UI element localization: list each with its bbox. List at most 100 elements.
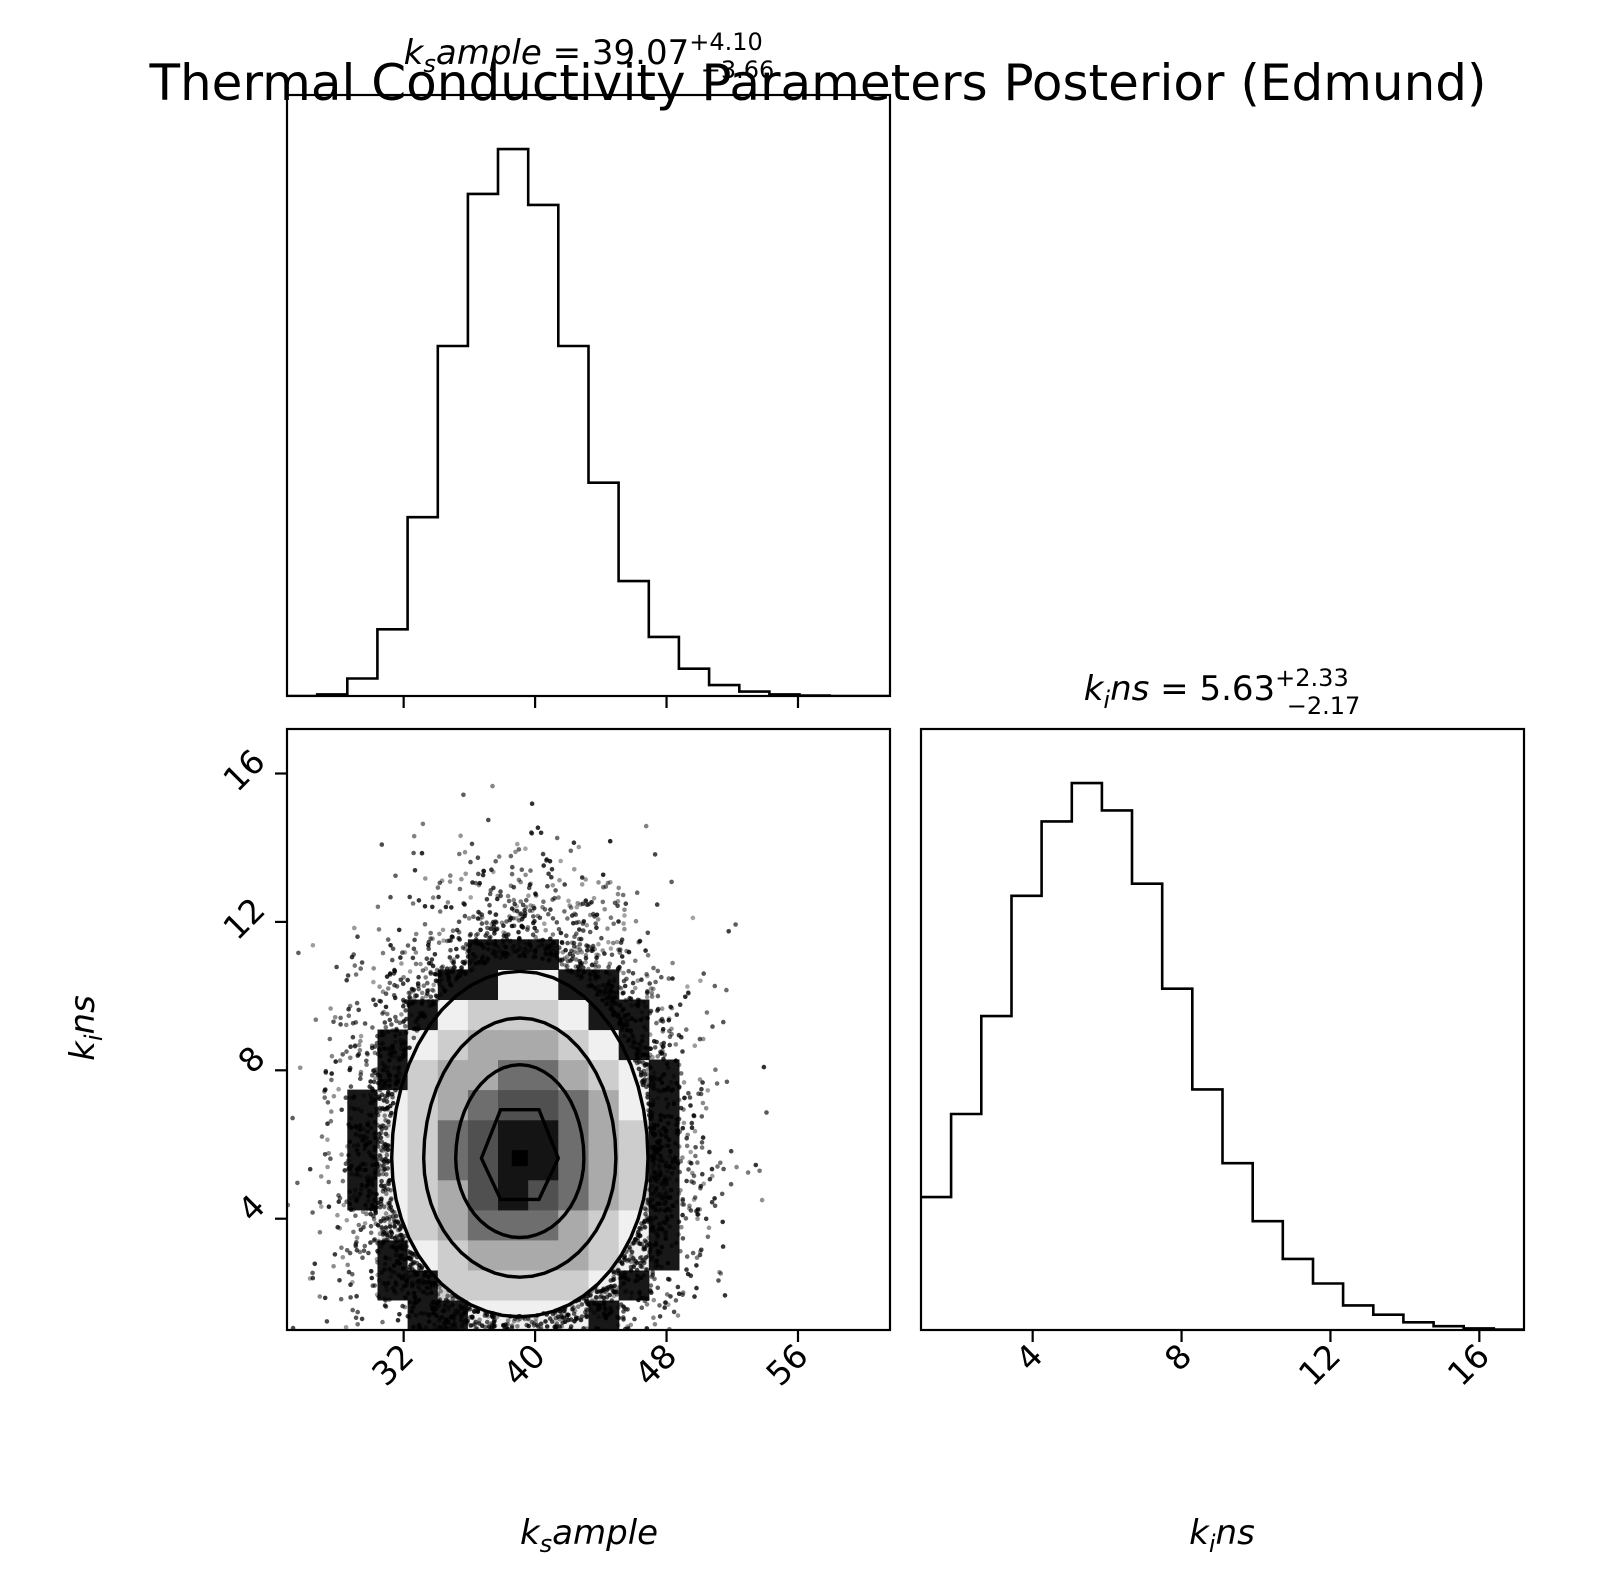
sample-point bbox=[705, 1088, 711, 1093]
k-sample-posterior-title: ksample = 39.07+4.10 −3.66 bbox=[404, 28, 775, 84]
sample-point bbox=[452, 1321, 458, 1327]
frame-joint bbox=[285, 727, 892, 1332]
sample-point bbox=[664, 1168, 670, 1174]
sample-point bbox=[647, 1032, 653, 1037]
sample-point bbox=[601, 1299, 607, 1304]
sample-point bbox=[585, 1307, 590, 1313]
sample-point bbox=[437, 909, 443, 914]
sample-point bbox=[663, 1132, 669, 1138]
sample-point bbox=[541, 863, 546, 868]
sample-point bbox=[611, 940, 616, 946]
sample-point bbox=[596, 941, 601, 947]
sample-point bbox=[672, 1141, 678, 1146]
sample-point bbox=[638, 1017, 644, 1022]
sample-point bbox=[491, 947, 496, 953]
histogram-bin bbox=[981, 1016, 1011, 1330]
sample-point bbox=[420, 996, 425, 1001]
sample-point bbox=[647, 1010, 653, 1016]
sample-point bbox=[617, 1276, 623, 1281]
sample-point bbox=[441, 938, 446, 943]
sample-point bbox=[407, 996, 413, 1002]
sample-point bbox=[375, 1260, 380, 1265]
sample-point bbox=[355, 1171, 360, 1177]
sample-point bbox=[362, 1021, 368, 1026]
sample-point bbox=[371, 997, 376, 1003]
sample-point bbox=[493, 942, 498, 947]
histogram-bin bbox=[528, 205, 558, 696]
sample-point bbox=[392, 1050, 398, 1055]
sample-point bbox=[667, 1176, 672, 1181]
sample-point bbox=[462, 971, 468, 977]
sample-point bbox=[502, 903, 508, 909]
sample-point bbox=[323, 1068, 329, 1074]
sample-point bbox=[701, 971, 706, 976]
sample-point bbox=[383, 991, 389, 996]
sample-point bbox=[442, 988, 448, 994]
sample-point bbox=[651, 1086, 656, 1091]
sample-point bbox=[547, 858, 553, 864]
sample-point bbox=[616, 885, 621, 891]
sample-point bbox=[671, 1099, 677, 1105]
sample-point bbox=[468, 895, 474, 900]
sample-point bbox=[638, 1275, 644, 1281]
sample-point bbox=[659, 1042, 664, 1047]
sample-point bbox=[647, 1202, 653, 1207]
sample-point bbox=[532, 925, 537, 931]
sample-point bbox=[506, 952, 512, 957]
sample-point bbox=[650, 1054, 655, 1060]
sample-point bbox=[431, 982, 437, 988]
sample-point bbox=[671, 1074, 677, 1079]
sample-point bbox=[432, 971, 438, 977]
sample-point bbox=[623, 901, 629, 906]
sample-point bbox=[526, 893, 531, 898]
sample-point bbox=[435, 1292, 441, 1297]
sample-point bbox=[696, 1212, 701, 1217]
sample-point bbox=[339, 1152, 344, 1157]
sample-point bbox=[543, 928, 548, 933]
sample-point bbox=[659, 1006, 665, 1011]
sample-point bbox=[402, 950, 408, 955]
sample-point bbox=[473, 1319, 479, 1325]
sample-point bbox=[692, 1294, 697, 1299]
sample-point bbox=[607, 972, 613, 977]
sample-point bbox=[437, 1324, 442, 1330]
sample-point bbox=[384, 1099, 390, 1104]
sample-point bbox=[557, 1324, 562, 1329]
sample-point bbox=[577, 958, 583, 964]
sample-point bbox=[354, 1125, 360, 1131]
sample-point bbox=[531, 914, 536, 919]
sample-point bbox=[641, 1068, 647, 1074]
sample-point bbox=[398, 977, 404, 983]
sample-point bbox=[403, 1024, 408, 1029]
sample-point bbox=[322, 1095, 328, 1100]
sample-point bbox=[349, 1163, 354, 1169]
sample-point bbox=[565, 940, 570, 946]
contour-level-1 bbox=[479, 1108, 561, 1202]
sample-point bbox=[622, 1016, 627, 1021]
sample-point bbox=[689, 1120, 695, 1126]
sample-point bbox=[681, 1202, 686, 1207]
sample-point bbox=[358, 1123, 363, 1128]
sample-point bbox=[658, 1089, 663, 1094]
joint-contours bbox=[389, 969, 650, 1319]
sample-point bbox=[573, 912, 579, 918]
sample-point bbox=[571, 944, 577, 949]
sample-point bbox=[432, 1305, 438, 1310]
density-cell bbox=[498, 1239, 529, 1271]
sample-point bbox=[369, 1275, 375, 1281]
sample-point bbox=[694, 1255, 700, 1260]
sample-point bbox=[366, 1250, 371, 1256]
sample-point bbox=[596, 1314, 601, 1320]
sample-point bbox=[423, 975, 429, 980]
sample-point bbox=[374, 1067, 379, 1072]
sample-point bbox=[506, 898, 512, 904]
sample-point bbox=[402, 1257, 408, 1262]
sample-point bbox=[423, 1325, 429, 1330]
sample-point bbox=[569, 913, 575, 918]
sample-point bbox=[644, 1267, 649, 1272]
sample-point bbox=[600, 872, 606, 878]
sample-point bbox=[705, 1234, 711, 1240]
sample-point bbox=[621, 970, 626, 976]
sample-point bbox=[389, 1234, 395, 1240]
sample-point bbox=[404, 1239, 409, 1244]
